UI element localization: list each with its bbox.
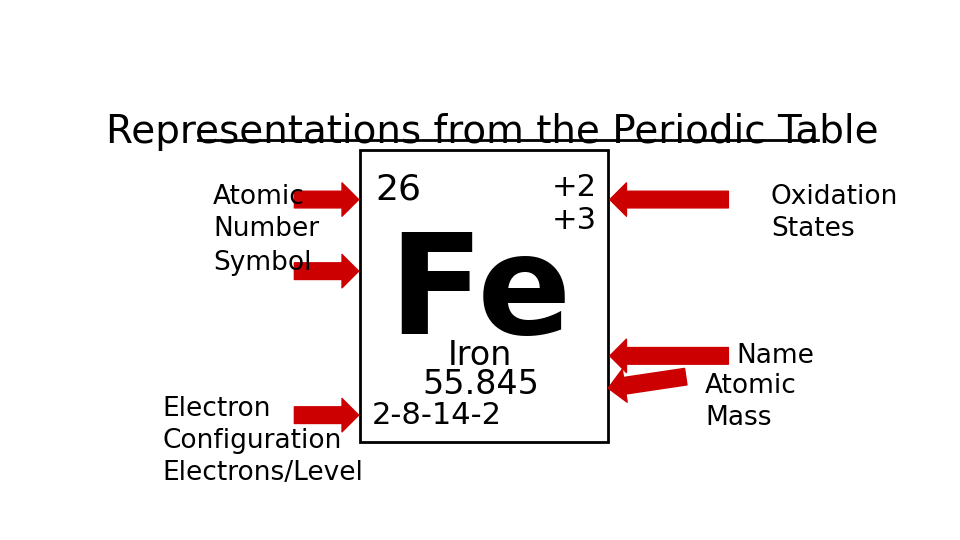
Text: Symbol: Symbol bbox=[213, 251, 311, 276]
Text: 26: 26 bbox=[375, 173, 421, 207]
Text: Iron: Iron bbox=[448, 339, 513, 373]
Text: Oxidation
States: Oxidation States bbox=[771, 184, 899, 242]
Text: Atomic
Mass: Atomic Mass bbox=[706, 373, 797, 431]
Text: Fe: Fe bbox=[389, 228, 572, 363]
Text: Electron
Configuration
Electrons/Level: Electron Configuration Electrons/Level bbox=[162, 396, 364, 486]
Bar bbox=[360, 150, 609, 442]
Text: +2
+3: +2 +3 bbox=[551, 173, 596, 235]
Text: Atomic
Number: Atomic Number bbox=[213, 184, 319, 242]
Text: Name: Name bbox=[736, 343, 814, 369]
Text: Representations from the Periodic Table: Representations from the Periodic Table bbox=[106, 112, 878, 151]
Text: 55.845: 55.845 bbox=[422, 368, 539, 401]
Text: 2-8-14-2: 2-8-14-2 bbox=[372, 401, 502, 430]
